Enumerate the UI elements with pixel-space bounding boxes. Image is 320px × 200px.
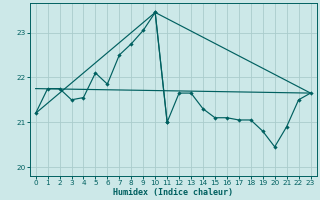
X-axis label: Humidex (Indice chaleur): Humidex (Indice chaleur)	[113, 188, 233, 197]
